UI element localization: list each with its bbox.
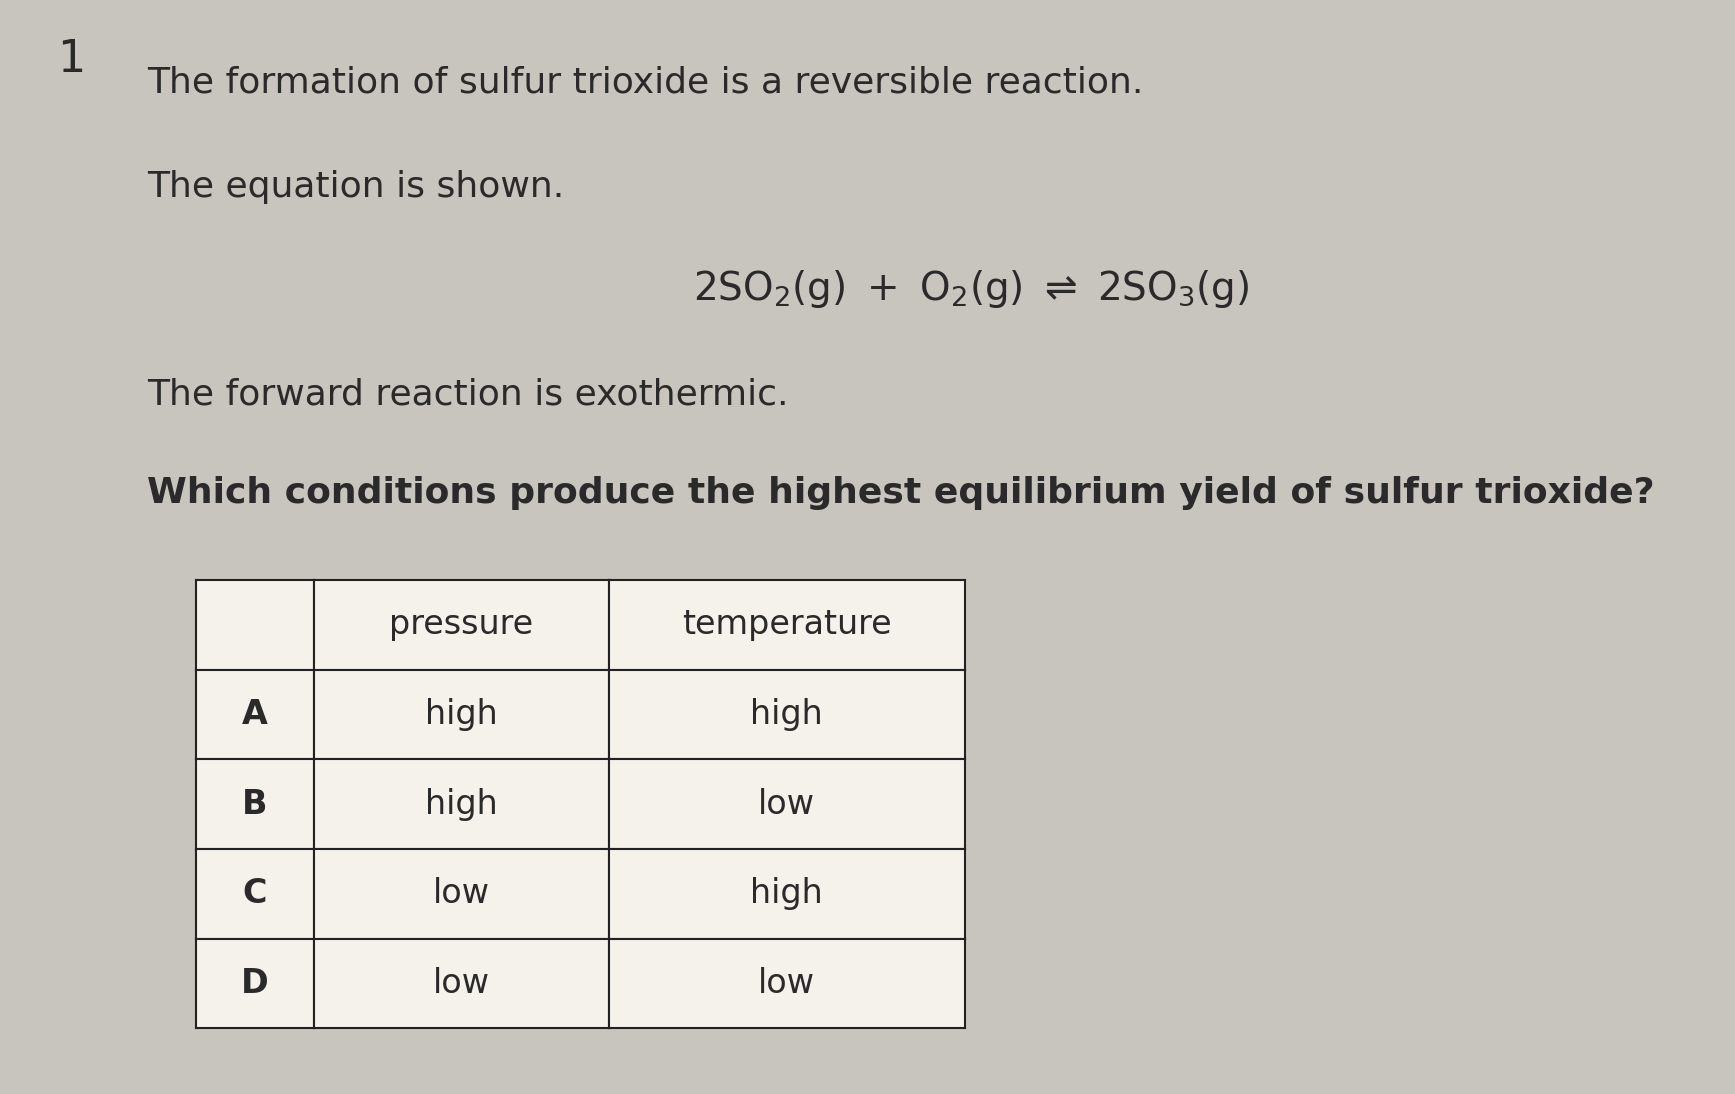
Text: high: high: [751, 698, 822, 731]
Text: low: low: [434, 877, 489, 910]
Text: high: high: [425, 788, 498, 820]
Text: D: D: [241, 967, 269, 1000]
Text: pressure: pressure: [389, 608, 534, 641]
Text: The formation of sulfur trioxide is a reversible reaction.: The formation of sulfur trioxide is a re…: [147, 66, 1143, 100]
Text: temperature: temperature: [682, 608, 892, 641]
Text: 1: 1: [57, 38, 85, 81]
Text: A: A: [243, 698, 267, 731]
Text: The equation is shown.: The equation is shown.: [147, 170, 564, 203]
Text: $\mathregular{2SO_2(g)\ +\ O_2(g)}$$\ \rightleftharpoons\ $$\mathregular{2SO_3(g: $\mathregular{2SO_2(g)\ +\ O_2(g)}$$\ \r…: [694, 268, 1249, 310]
Text: C: C: [243, 877, 267, 910]
Text: low: low: [758, 967, 815, 1000]
Text: low: low: [434, 967, 489, 1000]
Text: low: low: [758, 788, 815, 820]
Text: high: high: [751, 877, 822, 910]
Text: B: B: [243, 788, 267, 820]
Text: Which conditions produce the highest equilibrium yield of sulfur trioxide?: Which conditions produce the highest equ…: [147, 476, 1655, 510]
Text: The forward reaction is exothermic.: The forward reaction is exothermic.: [147, 377, 789, 411]
Text: high: high: [425, 698, 498, 731]
